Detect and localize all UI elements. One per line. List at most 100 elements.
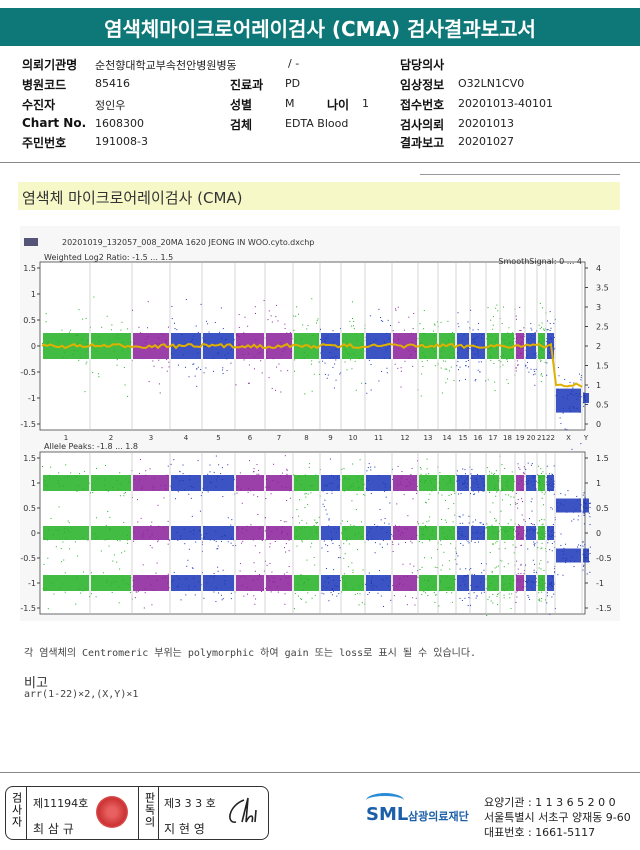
signal-dot	[534, 530, 536, 532]
signal-dot	[284, 348, 286, 350]
signal-dot	[147, 576, 149, 578]
signal-dot	[55, 546, 57, 548]
signal-dot	[230, 524, 232, 526]
signal-dot	[399, 578, 401, 580]
signal-dot	[136, 499, 138, 501]
signal-dot	[239, 472, 241, 474]
signal-dot	[456, 563, 458, 565]
signal-dot	[580, 379, 582, 381]
signal-dot	[549, 322, 551, 324]
signal-dot	[580, 375, 582, 377]
signal-dot	[272, 358, 274, 360]
signal-dot	[301, 519, 303, 521]
signal-dot	[166, 474, 168, 476]
signal-dot	[289, 490, 291, 492]
signal-dot	[306, 522, 308, 524]
signal-dot	[269, 586, 271, 588]
signal-dot	[531, 498, 533, 500]
signal-dot	[543, 569, 545, 571]
signal-dot	[426, 521, 428, 523]
signal-dot	[175, 498, 177, 500]
signal-dot	[401, 484, 403, 486]
signal-dot	[148, 381, 150, 383]
signal-dot	[570, 411, 572, 413]
signal-dot	[113, 554, 115, 556]
divider	[158, 786, 159, 840]
signal-dot	[463, 333, 465, 335]
signal-dot	[468, 515, 470, 517]
signal-dot	[509, 586, 511, 588]
signal-dot	[552, 529, 554, 531]
signal-dot	[282, 350, 284, 352]
signal-dot	[158, 343, 160, 345]
signal-dot	[472, 357, 474, 359]
signal-dot	[349, 354, 351, 356]
signal-dot	[50, 466, 52, 468]
info-label: 의뢰기관명	[22, 58, 78, 72]
signal-dot	[553, 593, 555, 595]
signal-dot	[578, 373, 580, 375]
signal-dot	[537, 532, 539, 534]
signal-dot	[444, 537, 446, 539]
signal-dot	[116, 561, 118, 563]
signal-dot	[462, 522, 464, 524]
signal-dot	[544, 328, 546, 330]
signal-dot	[531, 463, 533, 465]
signal-dot	[422, 328, 424, 330]
signal-dot	[397, 367, 399, 369]
signal-dot	[436, 567, 438, 569]
signal-dot	[119, 495, 121, 497]
signal-dot	[589, 524, 591, 526]
chromosome-label: 16	[474, 434, 483, 442]
signal-dot	[423, 332, 425, 334]
signal-dot	[170, 486, 172, 488]
signal-band	[547, 526, 554, 540]
tester-label: 검사자	[10, 792, 23, 828]
signal-dot	[530, 528, 532, 530]
signal-dot	[221, 467, 223, 469]
signal-dot	[335, 379, 337, 381]
signal-dot	[542, 523, 544, 525]
signal-dot	[434, 566, 436, 568]
signal-dot	[127, 328, 129, 330]
divider	[420, 174, 620, 175]
signal-band	[43, 526, 89, 540]
signal-dot	[316, 320, 318, 322]
signal-dot	[253, 494, 255, 496]
signal-dot	[316, 322, 318, 324]
signal-dot	[104, 479, 106, 481]
y-tick-label: -1.5	[20, 420, 36, 429]
signal-dot	[304, 581, 306, 583]
info-label: 검사의뢰	[400, 118, 445, 132]
signal-dot	[279, 579, 281, 581]
signal-dot	[457, 323, 459, 325]
signal-dot	[165, 340, 167, 342]
signal-dot	[141, 344, 143, 346]
signal-dot	[583, 565, 585, 567]
signal-dot	[257, 353, 259, 355]
signal-dot	[86, 361, 88, 363]
signal-dot	[230, 542, 232, 544]
signal-dot	[524, 520, 526, 522]
signal-dot	[548, 488, 550, 490]
signal-dot	[410, 483, 412, 485]
signal-dot	[366, 392, 368, 394]
signal-dot	[569, 560, 571, 562]
signal-dot	[69, 531, 71, 533]
signal-dot	[564, 379, 566, 381]
signal-dot	[582, 541, 584, 543]
signal-dot	[332, 330, 334, 332]
signal-dot	[507, 479, 509, 481]
signal-dot	[541, 518, 543, 520]
signal-dot	[307, 579, 309, 581]
signal-dot	[314, 594, 316, 596]
info-value: 1608300	[95, 117, 144, 130]
signal-dot	[87, 340, 89, 342]
signal-dot	[331, 540, 333, 542]
signal-dot	[448, 370, 450, 372]
signal-dot	[264, 560, 266, 562]
signal-dot	[288, 565, 290, 567]
signal-dot	[566, 558, 568, 560]
signal-dot	[447, 378, 449, 380]
signal-dot	[448, 587, 450, 589]
